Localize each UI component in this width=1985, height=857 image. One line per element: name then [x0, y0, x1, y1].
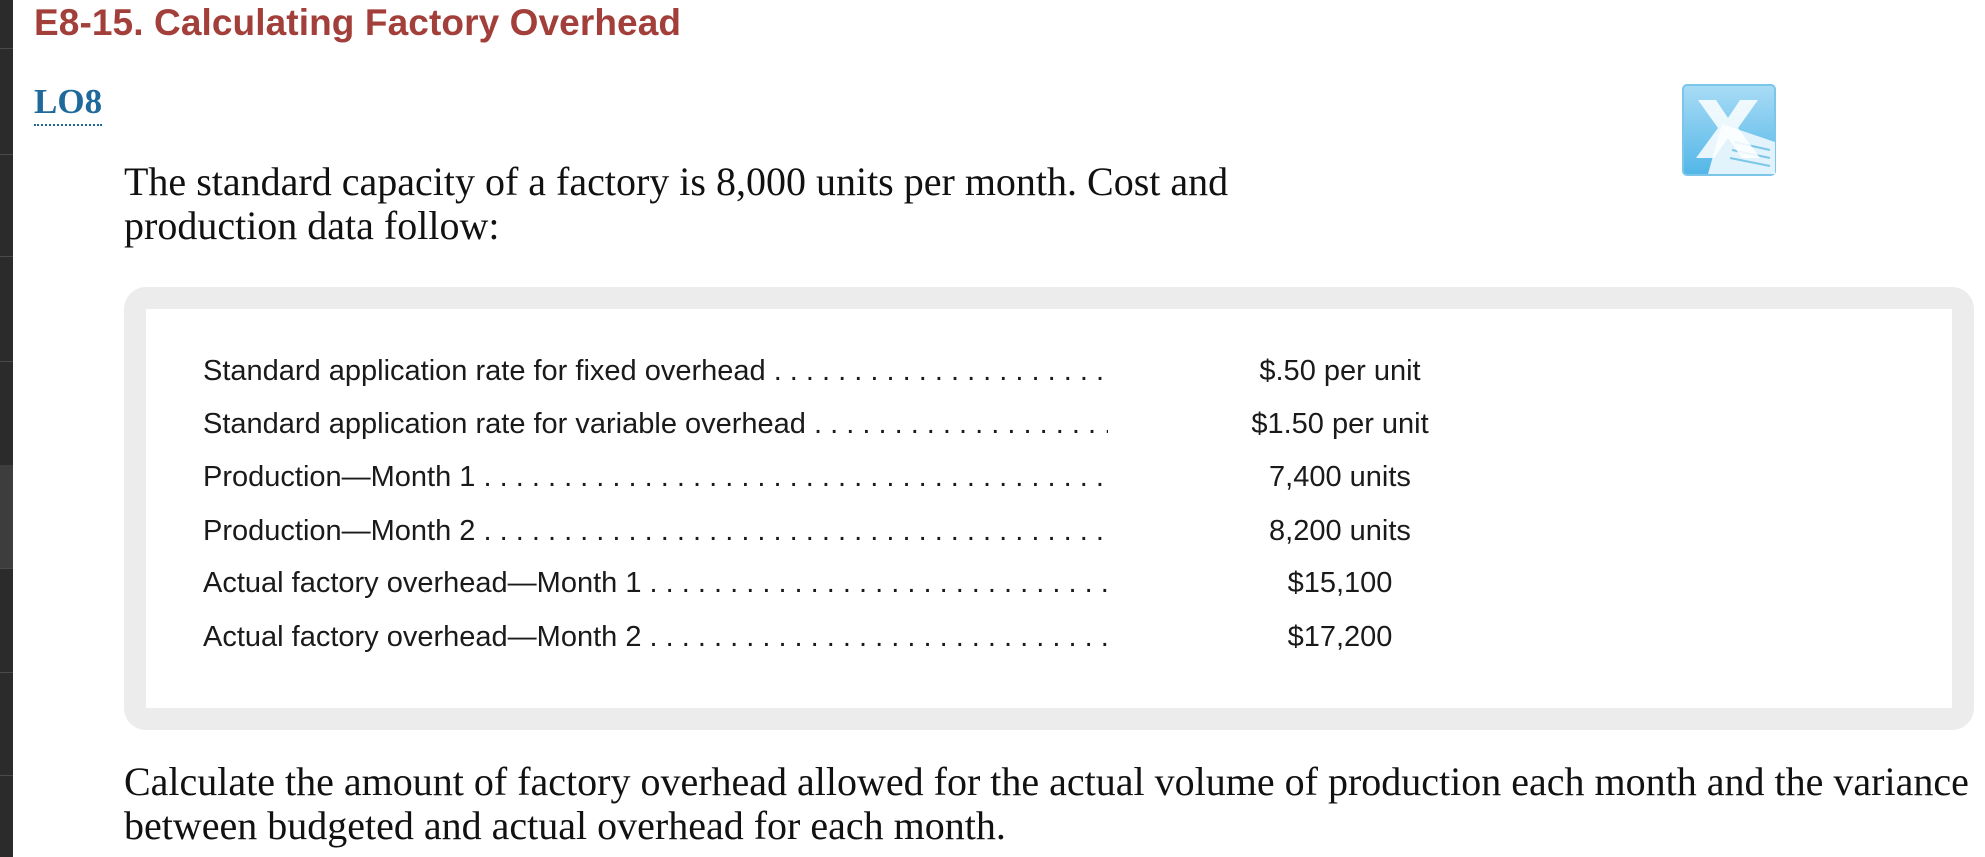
- row-label: Standard application rate for variable o…: [203, 408, 1108, 441]
- row-value: $1.50 per unit: [1251, 408, 1429, 440]
- panel-divider: [0, 48, 13, 49]
- table-row: Production—Month 2 8,200 units: [203, 515, 1503, 555]
- row-label: Production—Month 1: [203, 461, 1108, 494]
- row-value: 8,200 units: [1269, 515, 1411, 547]
- panel-highlight: [0, 465, 13, 568]
- panel-divider: [0, 361, 13, 362]
- left-edge-panel: [0, 0, 13, 857]
- row-label: Actual factory overhead—Month 2: [203, 621, 1108, 654]
- row-label: Actual factory overhead—Month 1: [203, 567, 1108, 600]
- table-row: Actual factory overhead—Month 1 $15,100: [203, 567, 1503, 607]
- cost-data-panel: Standard application rate for fixed over…: [124, 287, 1974, 730]
- row-value: $17,200: [1287, 621, 1393, 653]
- excel-spreadsheet-icon[interactable]: [1682, 84, 1776, 176]
- panel-divider: [0, 568, 13, 569]
- row-value: $.50 per unit: [1259, 355, 1421, 387]
- row-label: Production—Month 2: [203, 515, 1108, 548]
- panel-divider: [0, 672, 13, 673]
- table-row: Production—Month 1 7,400 units: [203, 461, 1503, 501]
- intro-paragraph: The standard capacity of a factory is 8,…: [124, 159, 1229, 248]
- table-row: Standard application rate for fixed over…: [203, 355, 1503, 395]
- panel-divider: [0, 154, 13, 155]
- panel-divider: [0, 775, 13, 776]
- row-value: 7,400 units: [1269, 461, 1411, 493]
- learning-objective-link[interactable]: LO8: [34, 82, 103, 126]
- cost-data-table: Standard application rate for fixed over…: [146, 309, 1952, 708]
- exercise-title: E8-15. Calculating Factory Overhead: [34, 2, 682, 43]
- question-paragraph: Calculate the amount of factory overhead…: [124, 759, 1969, 848]
- panel-divider: [0, 256, 13, 257]
- table-row: Standard application rate for variable o…: [203, 408, 1503, 448]
- row-value: $15,100: [1287, 567, 1393, 599]
- table-row: Actual factory overhead—Month 2 $17,200: [203, 621, 1503, 661]
- row-label: Standard application rate for fixed over…: [203, 355, 1108, 388]
